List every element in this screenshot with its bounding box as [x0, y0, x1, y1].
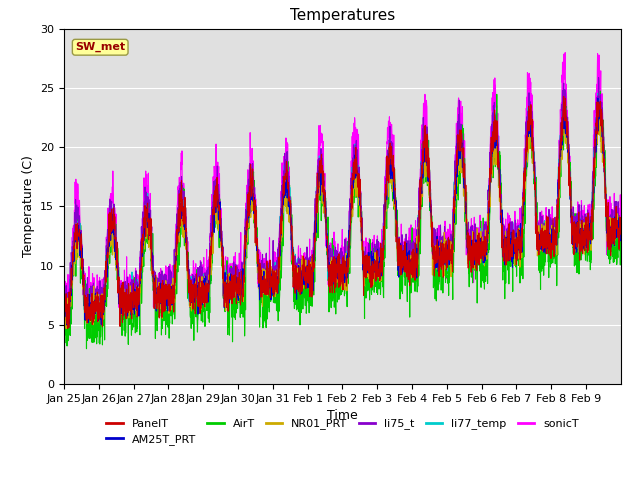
Text: SW_met: SW_met — [75, 42, 125, 52]
Legend: PanelT, AM25T_PRT, AirT, NR01_PRT, li75_t, li77_temp, sonicT: PanelT, AM25T_PRT, AirT, NR01_PRT, li75_… — [102, 414, 583, 449]
Title: Temperatures: Temperatures — [290, 9, 395, 24]
X-axis label: Time: Time — [327, 409, 358, 422]
Y-axis label: Temperature (C): Temperature (C) — [22, 156, 35, 257]
